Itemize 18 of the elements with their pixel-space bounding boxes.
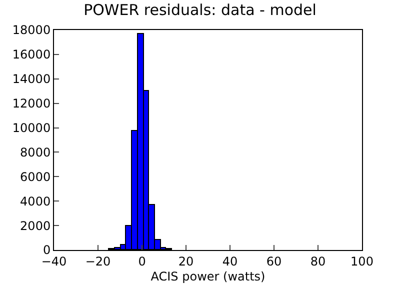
y-tick-label: 4000 <box>20 194 51 208</box>
y-tick-label: 18000 <box>12 23 51 38</box>
x-tick-label: 80 <box>310 254 326 268</box>
y-tick-label: 2000 <box>20 218 51 233</box>
x-tick-label: 0 <box>138 254 146 268</box>
x-tick-label: 60 <box>266 254 282 268</box>
x-axis-title: ACIS power (watts) <box>150 269 266 284</box>
y-tick-label: 8000 <box>20 145 51 160</box>
x-tick-label: −20 <box>85 254 111 268</box>
x-tick-label: 40 <box>222 254 238 268</box>
y-tick-label: 12000 <box>12 96 51 111</box>
chart-title: POWER residuals: data - model <box>84 1 316 19</box>
y-tick-label: 10000 <box>12 120 51 135</box>
x-tick-label: 100 <box>350 254 374 268</box>
x-tick-label: 20 <box>178 254 194 268</box>
y-tick-label: 16000 <box>12 48 51 62</box>
y-tick-label: 14000 <box>12 72 51 86</box>
y-tick-label: 6000 <box>20 170 51 184</box>
